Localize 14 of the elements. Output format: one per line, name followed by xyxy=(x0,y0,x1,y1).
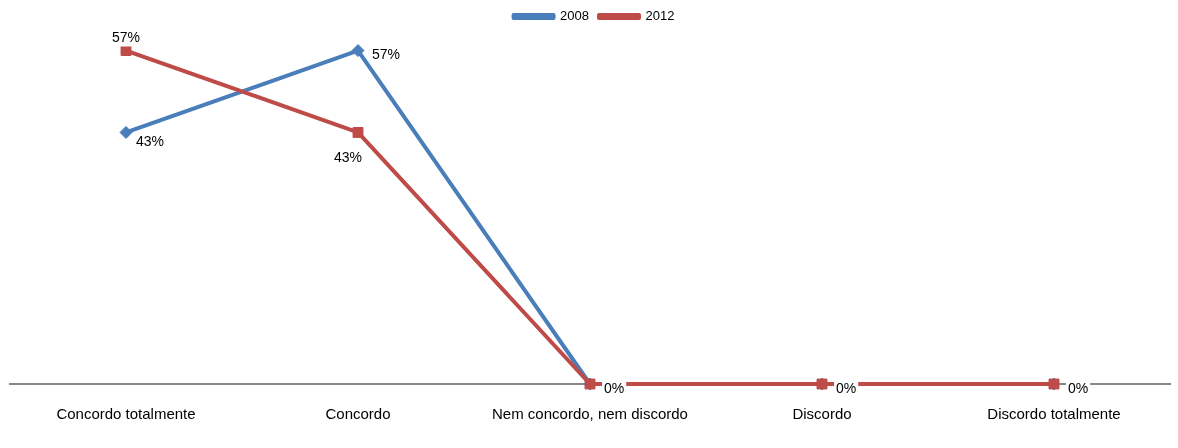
legend-label: 2012 xyxy=(645,8,675,24)
data-label: 0% xyxy=(836,379,857,396)
data-label: 43% xyxy=(333,149,363,166)
data-label: 43% xyxy=(136,133,165,150)
x-tick-label: Nem concordo, nem discordo xyxy=(492,405,688,423)
data-label: 57% xyxy=(111,29,141,46)
data-label: 0% xyxy=(1068,379,1089,396)
data-label: 0% xyxy=(604,379,625,396)
data-label: 57% xyxy=(372,46,401,63)
x-tick-label: Concordo totalmente xyxy=(56,405,196,423)
x-tick-label: Discordo totalmente xyxy=(987,405,1121,423)
x-tick-label: Concordo xyxy=(325,405,391,423)
legend-label: 2008 xyxy=(560,8,589,24)
x-tick-label: Discordo xyxy=(792,405,852,423)
